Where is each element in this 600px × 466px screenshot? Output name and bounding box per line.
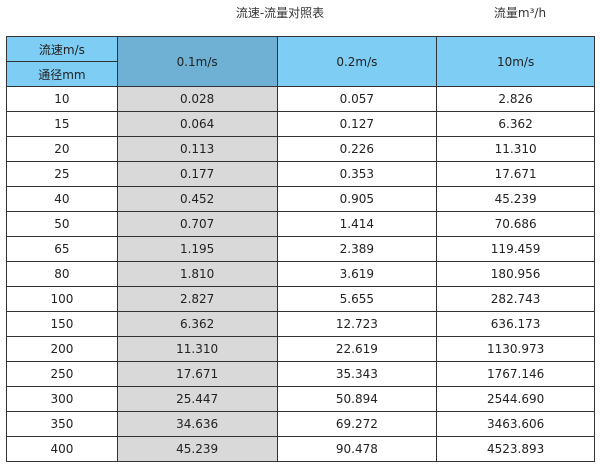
flow-cell: 0.452: [116, 186, 278, 212]
column-header: 0.1m/s: [116, 36, 278, 87]
flow-cell: 12.723: [276, 311, 438, 337]
flow-cell: 11.310: [116, 336, 278, 362]
flow-cell: 1.195: [116, 236, 278, 262]
table-row: 150 6.362 12.723 636.173: [6, 311, 595, 337]
flow-cell: 0.028: [116, 86, 278, 112]
flow-cell: 2.827: [116, 286, 278, 312]
flow-cell: 50.894: [276, 386, 438, 412]
flow-cell: 0.127: [276, 111, 438, 137]
table-title: 流速-流量对照表: [235, 6, 325, 20]
flow-cell: 2544.690: [436, 386, 595, 412]
flow-cell: 45.239: [436, 186, 595, 212]
flow-cell: 119.459: [436, 236, 595, 262]
flow-cell: 0.064: [116, 111, 278, 137]
flow-cell: 0.226: [276, 136, 438, 162]
diameter-cell: 300: [6, 386, 118, 412]
flow-cell: 0.057: [276, 86, 438, 112]
flow-cell: 3463.606: [436, 411, 595, 437]
flow-cell: 0.353: [276, 161, 438, 187]
table-row: 250 17.671 35.343 1767.146: [6, 361, 595, 387]
flow-cell: 0.177: [116, 161, 278, 187]
column-header: 0.2m/s: [276, 36, 438, 87]
flow-cell: 1767.146: [436, 361, 595, 387]
flow-cell: 282.743: [436, 286, 595, 312]
table-row: 50 0.707 1.414 70.686: [6, 211, 595, 237]
flow-cell: 0.707: [116, 211, 278, 237]
diameter-cell: 400: [6, 436, 118, 462]
velocity-flow-table: 流速m/s 0.1m/s 0.2m/s 10m/s 通径mm 10 0.028 0.…: [6, 36, 595, 462]
flow-cell: 45.239: [116, 436, 278, 462]
table-row: 15 0.064 0.127 6.362: [6, 111, 595, 137]
diameter-cell: 15: [6, 111, 118, 137]
table-row: 40 0.452 0.905 45.239: [6, 186, 595, 212]
diameter-cell: 100: [6, 286, 118, 312]
diameter-cell: 80: [6, 261, 118, 287]
table-row: 65 1.195 2.389 119.459: [6, 236, 595, 262]
flow-cell: 1.810: [116, 261, 278, 287]
diameter-cell: 10: [6, 86, 118, 112]
table-row: 200 11.310 22.619 1130.973: [6, 336, 595, 362]
diameter-cell: 65: [6, 236, 118, 262]
table-row: 350 34.636 69.272 3463.606: [6, 411, 595, 437]
flow-cell: 70.686: [436, 211, 595, 237]
table-row: 400 45.239 90.478 4523.893: [6, 436, 595, 462]
flow-cell: 34.636: [116, 411, 278, 437]
diameter-cell: 50: [6, 211, 118, 237]
flow-cell: 180.956: [436, 261, 595, 287]
flow-cell: 17.671: [116, 361, 278, 387]
flow-cell: 1.414: [276, 211, 438, 237]
flow-cell: 25.447: [116, 386, 278, 412]
flow-cell: 35.343: [276, 361, 438, 387]
flow-cell: 4523.893: [436, 436, 595, 462]
table-row: 100 2.827 5.655 282.743: [6, 286, 595, 312]
flow-cell: 3.619: [276, 261, 438, 287]
flow-cell: 6.362: [116, 311, 278, 337]
flow-cell: 0.905: [276, 186, 438, 212]
flow-cell: 90.478: [276, 436, 438, 462]
flow-cell: 636.173: [436, 311, 595, 337]
table-row: 300 25.447 50.894 2544.690: [6, 386, 595, 412]
flow-cell: 2.826: [436, 86, 595, 112]
flow-cell: 0.113: [116, 136, 278, 162]
flow-cell: 22.619: [276, 336, 438, 362]
unit-label: 流量m³/h: [493, 6, 547, 20]
velocity-header: 流速m/s: [6, 36, 118, 62]
diameter-cell: 200: [6, 336, 118, 362]
flow-cell: 69.272: [276, 411, 438, 437]
column-header: 10m/s: [436, 36, 595, 87]
flow-cell: 5.655: [276, 286, 438, 312]
table-row: 20 0.113 0.226 11.310: [6, 136, 595, 162]
flow-cell: 11.310: [436, 136, 595, 162]
diameter-cell: 350: [6, 411, 118, 437]
diameter-cell: 40: [6, 186, 118, 212]
diameter-cell: 250: [6, 361, 118, 387]
diameter-cell: 20: [6, 136, 118, 162]
flow-cell: 6.362: [436, 111, 595, 137]
diameter-cell: 25: [6, 161, 118, 187]
flow-cell: 17.671: [436, 161, 595, 187]
table-row: 80 1.810 3.619 180.956: [6, 261, 595, 287]
flow-cell: 1130.973: [436, 336, 595, 362]
flow-cell: 2.389: [276, 236, 438, 262]
diameter-header: 通径mm: [6, 61, 118, 87]
diameter-cell: 150: [6, 311, 118, 337]
table-row: 25 0.177 0.353 17.671: [6, 161, 595, 187]
table-row: 10 0.028 0.057 2.826: [6, 86, 595, 112]
